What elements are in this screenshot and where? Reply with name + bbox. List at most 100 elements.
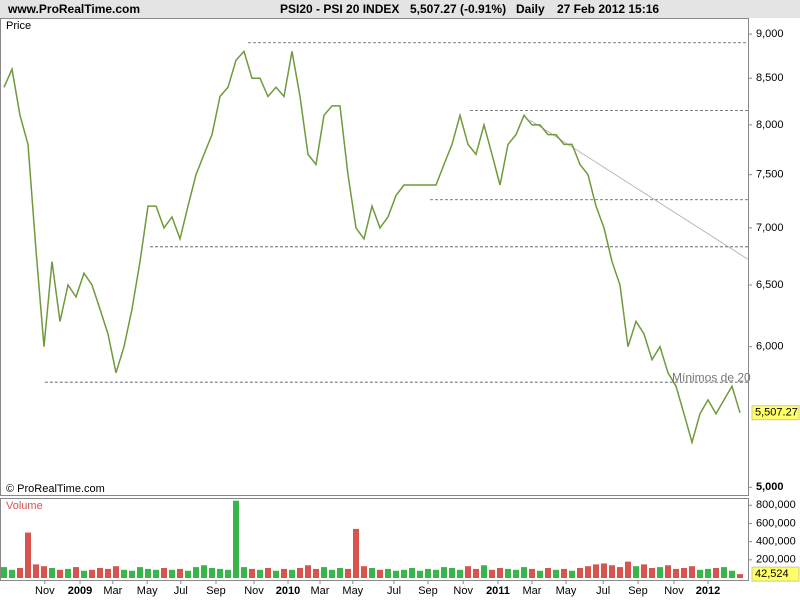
trend-line <box>529 119 749 260</box>
volume-bar <box>393 570 399 578</box>
volume-bar <box>505 568 511 578</box>
volume-bar <box>537 570 543 578</box>
volume-bar <box>585 566 591 578</box>
volume-bar <box>33 564 39 578</box>
volume-bar <box>705 568 711 578</box>
volume-bar <box>569 570 575 578</box>
volume-bar <box>1 567 7 578</box>
volume-bar <box>593 564 599 578</box>
y-tick-label: 6,000 <box>756 341 784 353</box>
x-tick-label: Mar <box>103 585 122 597</box>
x-tick-label: Nov <box>244 585 264 597</box>
volume-bar <box>457 569 463 578</box>
y-tick-label: 9,000 <box>756 28 784 40</box>
volume-bar <box>641 564 647 578</box>
volume-bar <box>673 568 679 578</box>
y-tick-label: 5,000 <box>756 481 784 493</box>
x-tick-label: Jul <box>174 585 188 597</box>
volume-bar <box>401 569 407 578</box>
x-tick-label: May <box>342 585 363 597</box>
x-tick-label: Sep <box>628 585 648 597</box>
volume-bar <box>681 568 687 578</box>
x-tick-label: 2009 <box>68 585 92 597</box>
volume-bar <box>561 568 567 578</box>
price-panel <box>0 18 749 496</box>
volume-bar <box>665 565 671 578</box>
x-tick-label: May <box>137 585 158 597</box>
last-value-box <box>751 405 800 421</box>
y-tick-label: 600,000 <box>756 517 796 529</box>
volume-bar <box>609 565 615 578</box>
x-tick-label: Nov <box>35 585 55 597</box>
volume-bar <box>657 567 663 578</box>
volume-bar <box>257 569 263 578</box>
volume-bar <box>353 528 359 578</box>
volume-bar <box>65 568 71 578</box>
last-value-label: 42,524 <box>755 568 789 580</box>
x-tick-label: Jul <box>387 585 401 597</box>
volume-bar <box>81 570 87 578</box>
volume-bar <box>265 568 271 578</box>
volume-bar <box>25 532 31 578</box>
x-tick-label: Sep <box>418 585 438 597</box>
volume-bar <box>465 566 471 578</box>
y-tick-label: 8,500 <box>756 72 784 84</box>
y-tick-label: 200,000 <box>756 554 796 566</box>
volume-bar <box>577 568 583 578</box>
volume-bar <box>385 568 391 578</box>
volume-bar <box>425 568 431 578</box>
volume-bar <box>337 568 343 578</box>
volume-bar <box>441 567 447 578</box>
volume-panel <box>0 498 749 581</box>
volume-bar <box>49 568 55 578</box>
volume-bar <box>649 568 655 578</box>
x-tick-label: 2010 <box>276 585 300 597</box>
volume-bar <box>449 568 455 578</box>
volume-label: Volume <box>6 500 43 512</box>
volume-bar <box>417 570 423 578</box>
header-bar <box>0 0 800 18</box>
volume-bar <box>137 567 143 578</box>
site: www.ProRealTime.com <box>7 2 140 16</box>
volume-bar <box>113 566 119 578</box>
volume-bar <box>129 570 135 578</box>
y-tick-label: 800,000 <box>756 499 796 511</box>
volume-bar <box>713 568 719 578</box>
volume-bar <box>377 569 383 578</box>
x-tick-label: Mar <box>523 585 542 597</box>
volume-bar <box>233 500 239 578</box>
volume-bar <box>17 568 23 578</box>
volume-bar <box>225 569 231 578</box>
x-tick-label: 2011 <box>486 585 510 597</box>
volume-bar <box>297 568 303 578</box>
price-line <box>3 49 741 446</box>
x-tick-label: Sep <box>206 585 226 597</box>
volume-bar <box>529 568 535 578</box>
volume-bar <box>489 569 495 578</box>
y-tick-label: 7,500 <box>756 169 784 181</box>
last-value-box <box>751 566 800 582</box>
volume-bar <box>321 567 327 578</box>
volume-bar <box>209 568 215 578</box>
volume-bar <box>217 568 223 578</box>
volume-bar <box>241 567 247 578</box>
x-tick-label: Jul <box>596 585 610 597</box>
x-tick-label: Mar <box>311 585 330 597</box>
quote: 5,507.27 (-0.91%) <box>410 2 506 16</box>
volume-bar <box>105 568 111 578</box>
volume-bar <box>201 565 207 578</box>
volume-bar <box>369 568 375 578</box>
period: Daily <box>516 2 545 16</box>
volume-bar <box>697 569 703 578</box>
volume-bar <box>601 563 607 578</box>
volume-bar <box>153 569 159 578</box>
y-tick-label: 6,500 <box>756 279 784 291</box>
volume-bar <box>313 568 319 578</box>
volume-bar <box>473 568 479 578</box>
last-value-label: 5,507.27 <box>755 407 798 419</box>
volume-bar <box>625 561 631 578</box>
volume-bar <box>169 569 175 578</box>
volume-bar <box>345 568 351 578</box>
volume-bar <box>553 569 559 578</box>
volume-bar <box>729 570 735 578</box>
